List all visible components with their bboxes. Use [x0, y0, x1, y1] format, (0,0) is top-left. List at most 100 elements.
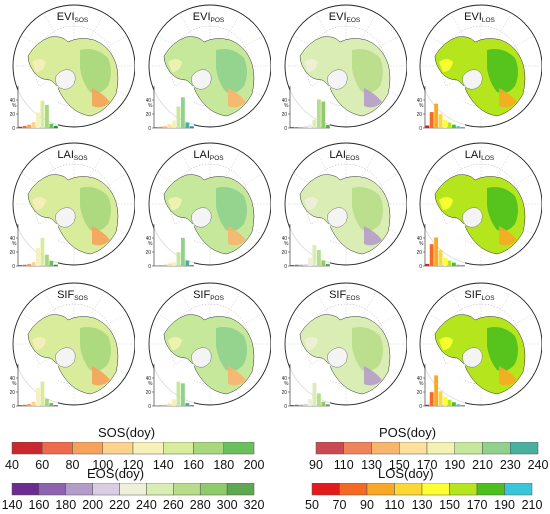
histogram-bar: [448, 123, 452, 128]
histogram-ylabel: %: [12, 103, 17, 109]
histogram-bar: [177, 252, 181, 266]
histogram-tick-label: 20: [282, 112, 287, 118]
histogram-bar: [304, 404, 308, 406]
panel-title-base: EVI: [193, 11, 211, 23]
colorbar-tick-label: 260: [163, 498, 184, 512]
histogram-tick-label: 0: [148, 264, 151, 270]
histogram-bar: [159, 405, 163, 406]
legend-sos-title: SOS(doy): [98, 425, 155, 440]
colorbar-tick-label: 220: [109, 498, 130, 512]
histogram-ylabel: %: [12, 381, 17, 387]
histogram-bar: [434, 237, 438, 266]
histogram-bar: [313, 383, 317, 406]
histogram-tick-label: 0: [284, 264, 287, 270]
colorbar-segment: [477, 483, 505, 495]
histogram-bar: [313, 245, 317, 266]
colorbar-tick-label: 160: [28, 498, 49, 512]
legend-los-colorbar: [280, 483, 550, 497]
histogram-tick-label: 20: [10, 390, 15, 396]
legend-pos-colorbar: [280, 442, 550, 456]
histogram-bar: [425, 405, 429, 406]
panel-title-base: EVI: [329, 11, 347, 23]
histogram-bar: [439, 250, 443, 266]
histogram-bar: [32, 122, 36, 128]
histogram-bar: [425, 125, 429, 128]
panel-title-base: LAI: [465, 149, 482, 161]
histogram-ylabel: %: [148, 381, 153, 387]
colorbar-segment: [340, 483, 368, 495]
histogram-bar: [41, 238, 45, 266]
panel-title: EVISOS: [10, 11, 135, 24]
colorbar-tick-label: 50: [305, 498, 319, 512]
histogram-bar: [18, 127, 22, 128]
histogram-bar: [168, 403, 172, 406]
colorbar-segment: [133, 442, 163, 454]
panel-title-base: LAI: [57, 149, 74, 161]
panel-title-base: EVI: [464, 11, 482, 23]
panel-title-base: LAI: [193, 149, 210, 161]
histogram-bar: [163, 405, 167, 406]
histogram-bar: [304, 264, 308, 266]
histogram-bar: [32, 402, 36, 406]
legend-eos-colorbar: [0, 483, 270, 497]
colorbar-segment: [224, 442, 254, 454]
panel-title-base: SIF: [329, 289, 346, 301]
histogram-bar: [159, 265, 163, 266]
histogram-ylabel: %: [12, 241, 17, 247]
colorbar-segment: [163, 442, 193, 454]
histogram-ylabel: %: [284, 381, 289, 387]
histogram-bar: [290, 127, 294, 128]
colorbar-segment: [455, 442, 483, 454]
histogram-bar: [448, 400, 452, 406]
histogram-bar: [49, 124, 53, 128]
histogram-bar: [299, 405, 303, 406]
colorbar-tick-label: 210: [522, 498, 543, 512]
histogram-tick-label: 0: [419, 126, 422, 132]
colorbar-segment: [73, 442, 103, 454]
panel-title-sub: LOS: [482, 295, 495, 302]
colorbar-tick-label: 110: [385, 498, 405, 512]
panel-title: LAIEOS: [282, 149, 407, 162]
histogram-bar: [295, 405, 299, 406]
histogram-tick-label: 0: [148, 126, 151, 132]
histogram-bar: [185, 123, 189, 128]
colorbar-segment: [146, 483, 173, 495]
colorbar-segment: [450, 483, 478, 495]
histogram-bar: [36, 388, 40, 406]
legend-eos-title: EOS(doy): [87, 466, 144, 481]
histogram-bar: [41, 382, 45, 406]
histogram-bar: [190, 405, 194, 406]
panel-title-sub: LOS: [482, 17, 495, 24]
histogram-tick-label: 20: [417, 250, 422, 256]
histogram-bar: [452, 263, 456, 266]
colorbar-segment: [39, 483, 66, 495]
panel-title: EVIEOS: [282, 11, 407, 24]
histogram-bar: [313, 120, 317, 128]
histogram-bar: [54, 265, 58, 266]
histogram-bar: [299, 265, 303, 266]
colorbar-segment: [42, 442, 72, 454]
histogram-bar: [430, 392, 434, 406]
colorbar-tick-label: 320: [244, 498, 265, 512]
panel-title: EVILOS: [417, 11, 542, 24]
histogram-bar: [308, 258, 312, 266]
histogram-bar: [430, 244, 434, 266]
panel-title-base: LAI: [329, 149, 346, 161]
histogram-tick-label: 20: [417, 390, 422, 396]
panel-title: SIFEOS: [282, 289, 407, 302]
histogram-bar: [159, 127, 163, 128]
histogram-bar: [190, 265, 194, 266]
histogram-bar: [304, 126, 308, 128]
colorbar-tick-label: 180: [55, 498, 76, 512]
histogram-tick-label: 20: [10, 112, 15, 118]
histogram-bar: [172, 120, 176, 128]
